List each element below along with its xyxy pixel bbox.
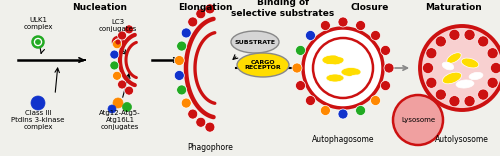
Circle shape bbox=[306, 95, 316, 105]
Circle shape bbox=[124, 25, 134, 34]
Circle shape bbox=[110, 50, 119, 59]
Circle shape bbox=[356, 105, 366, 115]
Circle shape bbox=[113, 37, 123, 47]
Circle shape bbox=[205, 122, 215, 132]
Circle shape bbox=[426, 77, 437, 88]
Circle shape bbox=[205, 4, 215, 14]
Circle shape bbox=[112, 40, 122, 49]
Circle shape bbox=[338, 109, 348, 119]
Text: Phagophore: Phagophore bbox=[187, 144, 233, 153]
Circle shape bbox=[292, 63, 302, 73]
Circle shape bbox=[174, 71, 184, 80]
Text: Maturation: Maturation bbox=[424, 3, 482, 12]
Text: Autolysosome: Autolysosome bbox=[435, 136, 489, 144]
Text: Nucleation: Nucleation bbox=[72, 3, 128, 12]
Ellipse shape bbox=[231, 31, 279, 53]
Circle shape bbox=[110, 61, 119, 70]
Text: Class III
PtdIns 3-kinase
complex: Class III PtdIns 3-kinase complex bbox=[12, 110, 64, 130]
Ellipse shape bbox=[341, 68, 361, 76]
Circle shape bbox=[188, 17, 198, 27]
Circle shape bbox=[380, 81, 390, 91]
Circle shape bbox=[490, 63, 500, 73]
Circle shape bbox=[108, 105, 116, 113]
Circle shape bbox=[380, 45, 390, 55]
Circle shape bbox=[478, 89, 488, 100]
Text: Closure: Closure bbox=[351, 3, 389, 12]
Circle shape bbox=[112, 71, 122, 80]
Ellipse shape bbox=[322, 55, 344, 65]
Circle shape bbox=[370, 30, 380, 40]
Circle shape bbox=[338, 17, 348, 27]
Circle shape bbox=[449, 29, 460, 40]
Circle shape bbox=[116, 40, 120, 44]
Circle shape bbox=[196, 9, 206, 19]
Circle shape bbox=[487, 48, 498, 59]
Circle shape bbox=[176, 85, 186, 95]
Circle shape bbox=[420, 26, 500, 110]
Circle shape bbox=[384, 63, 394, 73]
Circle shape bbox=[478, 36, 488, 47]
Ellipse shape bbox=[326, 74, 344, 82]
Text: Elongation: Elongation bbox=[178, 3, 232, 12]
Circle shape bbox=[370, 95, 380, 105]
Text: ULK1
complex: ULK1 complex bbox=[23, 17, 53, 31]
Circle shape bbox=[176, 41, 186, 51]
Circle shape bbox=[31, 96, 45, 110]
Circle shape bbox=[436, 36, 446, 47]
Circle shape bbox=[181, 98, 191, 108]
Circle shape bbox=[436, 89, 446, 100]
Ellipse shape bbox=[447, 53, 461, 63]
Circle shape bbox=[196, 117, 206, 127]
Ellipse shape bbox=[347, 54, 363, 61]
Circle shape bbox=[306, 30, 316, 40]
Circle shape bbox=[296, 81, 306, 91]
Circle shape bbox=[118, 31, 126, 40]
Text: Atg12-Atg5-
Atg16L1
conjugates: Atg12-Atg5- Atg16L1 conjugates bbox=[99, 110, 141, 130]
Circle shape bbox=[124, 86, 134, 95]
Circle shape bbox=[356, 20, 366, 31]
Circle shape bbox=[188, 109, 198, 119]
Ellipse shape bbox=[461, 58, 479, 68]
Circle shape bbox=[449, 96, 460, 107]
Circle shape bbox=[113, 98, 123, 108]
Circle shape bbox=[464, 96, 475, 107]
Circle shape bbox=[422, 63, 434, 73]
Text: CARGO
RECEPTOR: CARGO RECEPTOR bbox=[244, 60, 282, 70]
Circle shape bbox=[303, 28, 383, 108]
Circle shape bbox=[118, 80, 126, 89]
Circle shape bbox=[320, 20, 330, 31]
Ellipse shape bbox=[335, 49, 355, 58]
Ellipse shape bbox=[469, 72, 483, 80]
Ellipse shape bbox=[442, 72, 462, 84]
Circle shape bbox=[313, 38, 373, 98]
Circle shape bbox=[36, 39, 41, 44]
Circle shape bbox=[426, 48, 437, 59]
Ellipse shape bbox=[442, 62, 454, 70]
Text: Autophagosome: Autophagosome bbox=[312, 136, 374, 144]
Circle shape bbox=[320, 105, 330, 115]
Circle shape bbox=[32, 37, 44, 47]
Circle shape bbox=[393, 95, 443, 145]
Circle shape bbox=[464, 29, 475, 40]
Circle shape bbox=[174, 56, 184, 66]
Text: Lysosome: Lysosome bbox=[401, 117, 435, 123]
Circle shape bbox=[296, 45, 306, 55]
Ellipse shape bbox=[237, 53, 289, 77]
Circle shape bbox=[181, 28, 191, 38]
Circle shape bbox=[122, 102, 132, 112]
Text: SUBSTRATE: SUBSTRATE bbox=[234, 39, 276, 44]
Ellipse shape bbox=[350, 75, 364, 81]
Ellipse shape bbox=[324, 64, 338, 71]
Text: LC3
conjugates: LC3 conjugates bbox=[99, 19, 137, 32]
Circle shape bbox=[487, 77, 498, 88]
Ellipse shape bbox=[456, 80, 474, 88]
Text: Binding of
selective substrates: Binding of selective substrates bbox=[232, 0, 334, 18]
